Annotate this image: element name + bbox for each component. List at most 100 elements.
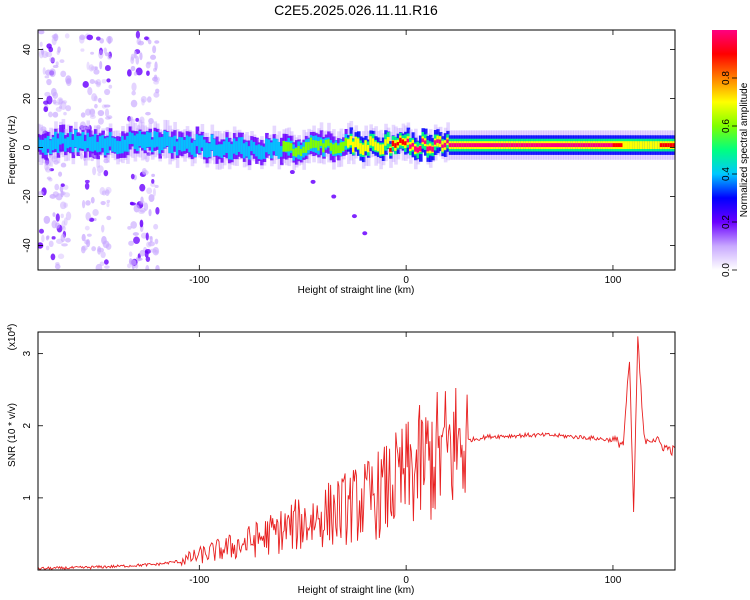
- spectrogram-noise-cell: [60, 233, 66, 243]
- spectrogram-ridge-cell: [170, 137, 175, 154]
- spectrogram-ridge-cell: [284, 141, 289, 152]
- spectrogram-noise-cell: [59, 201, 67, 210]
- spectrogram-noise-cell: [107, 36, 112, 45]
- spectrogram-noise-cell: [81, 200, 86, 209]
- spectrogram-noise-cell: [152, 76, 158, 82]
- spectrogram-ridge-cell: [208, 143, 212, 158]
- spectrogram-noise-cell: [38, 228, 44, 234]
- snr-y-tick-label: 3: [22, 350, 33, 356]
- spectrogram-noise-cell: [58, 105, 62, 109]
- spectrogram-ridge-cell: [401, 139, 406, 145]
- spectrogram-noise-cell: [146, 187, 153, 195]
- spectrogram-y-label: Frequency (Hz): [7, 116, 18, 185]
- spectrogram-ridge-cell: [610, 143, 614, 148]
- spectrogram-ridge-cell: [54, 131, 58, 150]
- spectrogram-ridge-cell: [118, 141, 123, 154]
- spectrogram-noise-cell: [103, 47, 107, 54]
- spectrogram-ridge-cell: [262, 146, 267, 159]
- spectrogram-ridge-cell: [133, 135, 138, 150]
- spectrogram-ridge-cell: [51, 137, 56, 151]
- spectrogram-ridge-cell: [307, 142, 311, 151]
- spectrogram-noise-cell: [53, 33, 59, 42]
- spectrogram-ridge-cell: [381, 144, 386, 155]
- spectrogram-noise-cell: [97, 172, 101, 177]
- spectrogram-ticks: -100 0 100 -40 -20 0 20 40: [22, 30, 675, 286]
- spectrogram-ridge-cell: [275, 138, 279, 156]
- spectrogram-ridge-cell: [289, 143, 294, 151]
- spectrogram-ridge-cell: [600, 143, 604, 148]
- spectrogram-ridge-cell: [111, 137, 115, 152]
- spectrogram-noise-cell: [143, 202, 149, 211]
- spectrogram-ridge-cell: [404, 141, 408, 146]
- spectrogram-ridge-cell: [344, 137, 349, 146]
- spectrogram-noise-cell: [139, 219, 144, 228]
- spectrogram-ridge-cell: [272, 138, 277, 152]
- spectrogram-ridge-cell: [386, 137, 391, 144]
- spectrogram-ridge-cell: [173, 135, 177, 147]
- spectrogram-noise-cell: [63, 217, 68, 226]
- spectrogram-noise-cell: [81, 233, 86, 242]
- spectrogram-noise-cell: [46, 78, 52, 86]
- spectrogram-ridge-cell: [548, 143, 552, 148]
- spectrogram-ridge-cell: [222, 141, 227, 156]
- spectrogram-noise-cell: [103, 158, 110, 164]
- spectrogram-noise-cell: [65, 211, 72, 221]
- spectrogram-ridge-cell: [605, 143, 609, 148]
- spectrogram-ridge-cell: [468, 143, 473, 148]
- colorbar-tick-label: 0.4: [721, 167, 732, 181]
- spectrogram-ridge-cell: [612, 143, 617, 148]
- spectrogram-ridge-cell: [155, 132, 160, 147]
- spectrogram-noise-cell: [89, 114, 96, 119]
- spectrogram-noise-cell: [38, 49, 44, 59]
- spectrogram-noise-cell: [154, 40, 160, 44]
- spectrogram-noise-cell: [79, 153, 84, 160]
- spectrogram-noise-cell: [90, 51, 95, 55]
- spectrogram-noise-cell: [49, 68, 56, 78]
- spectrogram-noise-cell: [145, 264, 150, 270]
- spectrogram-noise-cell: [54, 222, 60, 229]
- spectrogram-noise-cell: [128, 240, 134, 246]
- spectrogram-ridge-cell: [453, 143, 458, 148]
- spectrogram-ridge-cell: [220, 144, 225, 158]
- spectrogram-y-tick-label: 40: [22, 44, 33, 56]
- spectrogram-ridge-cell: [535, 143, 540, 148]
- spectrogram-noise-cell: [85, 200, 91, 206]
- spectrogram-ridge-cell: [98, 136, 103, 152]
- spectrogram-noise-cell: [89, 108, 96, 118]
- spectrogram-ridge-cell: [644, 141, 649, 150]
- spectrogram-noise-cell: [105, 116, 111, 120]
- spectrogram-noise-cell: [106, 215, 112, 221]
- snr-ticks: -100 0 100 1 2 3: [22, 332, 675, 586]
- spectrogram-ridge-cell: [617, 143, 622, 148]
- spectrogram-noise-cell: [154, 250, 159, 254]
- spectrogram-noise-cell: [48, 111, 53, 118]
- spectrogram-ridge-cell: [46, 135, 51, 149]
- spectrogram-ridge-cell: [580, 143, 584, 148]
- spectrogram-ridge-cell: [69, 132, 73, 148]
- spectrogram-ridge-cell: [121, 135, 125, 154]
- spectrogram-ridge-cell: [339, 142, 344, 153]
- spectrogram-noise-cell: [52, 111, 59, 118]
- spectrogram-noise-cell: [98, 47, 103, 56]
- spectrogram-noise-cell: [108, 84, 113, 89]
- spectrogram-ridge-cell: [148, 132, 153, 147]
- spectrogram-ridge-cell: [503, 143, 507, 148]
- spectrogram-ridge-cell: [654, 141, 659, 150]
- spectrogram-noise-cell: [43, 106, 49, 113]
- spectrogram-ridge-cell: [448, 143, 453, 148]
- spectrogram-ridge-cell: [602, 143, 607, 148]
- spectrogram-noise-cell: [139, 52, 143, 61]
- spectrogram-ridge-cell: [81, 131, 86, 149]
- spectrogram-noise-cell: [101, 236, 107, 245]
- spectrogram-ridge-cell: [481, 143, 485, 148]
- spectrogram-noise-cell: [59, 59, 65, 64]
- spectrogram-noise-cell: [44, 75, 50, 79]
- spectrogram-noise-cell: [49, 56, 56, 63]
- spectrogram-ridge-cell: [476, 143, 480, 148]
- spectrogram-ridge-cell: [91, 136, 95, 152]
- spectrogram-ridge-cell: [379, 144, 383, 155]
- spectrogram-ridge-cell: [366, 145, 371, 153]
- spectrogram-ridge-cell: [158, 137, 163, 154]
- spectrogram-noise-cell: [94, 80, 99, 85]
- spectrogram-ridge-cell: [250, 140, 254, 152]
